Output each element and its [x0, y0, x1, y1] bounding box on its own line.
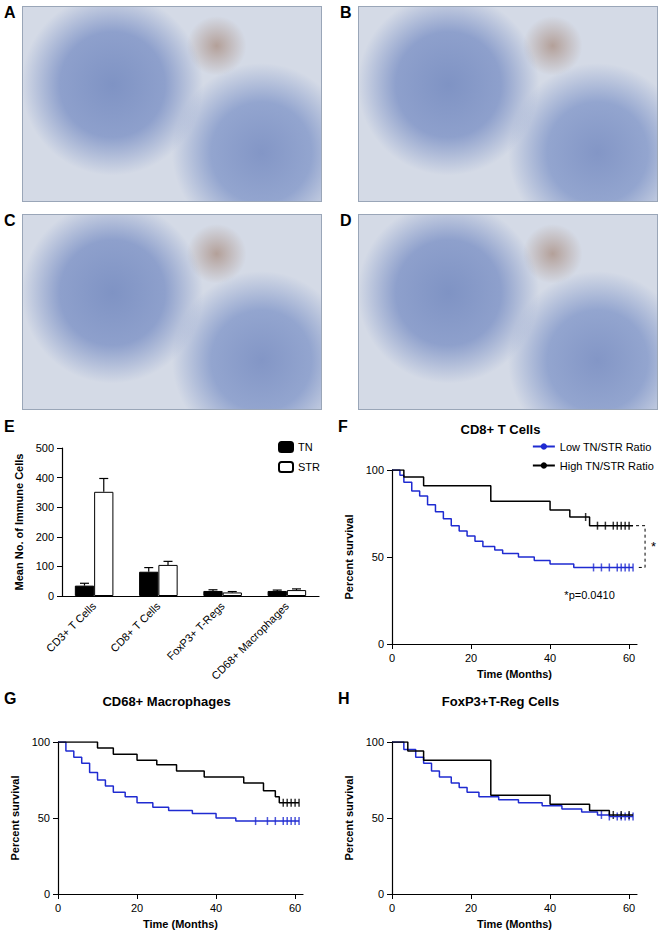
svg-text:*: *: [651, 539, 656, 554]
svg-text:0: 0: [48, 590, 54, 602]
svg-text:Percent survival: Percent survival: [9, 776, 21, 861]
html-text:E: E: [4, 418, 15, 435]
html-text:F: F: [338, 418, 348, 435]
svg-text:0: 0: [378, 638, 384, 650]
svg-text:500: 500: [36, 442, 54, 454]
html-text:H: H: [338, 690, 350, 707]
html-text:C: C: [4, 212, 16, 229]
svg-text:50: 50: [372, 551, 384, 563]
svg-text:TN: TN: [298, 441, 313, 453]
svg-text:CD3+ T Cells: CD3+ T Cells: [44, 599, 99, 654]
svg-text:0: 0: [378, 888, 384, 900]
svg-text:50: 50: [38, 812, 50, 824]
svg-text:CD68+ Macrophages: CD68+ Macrophages: [209, 599, 291, 681]
svg-text:40: 40: [544, 902, 556, 914]
svg-text:60: 60: [289, 902, 301, 914]
svg-text:300: 300: [36, 501, 54, 513]
svg-text:Time (Months): Time (Months): [477, 668, 552, 680]
svg-text:Mean No. of Immune Cells: Mean No. of Immune Cells: [13, 454, 25, 591]
svg-text:Low TN/STR Ratio: Low TN/STR Ratio: [560, 441, 652, 453]
svg-text:20: 20: [131, 902, 143, 914]
svg-text:High TN/STR Ratio: High TN/STR Ratio: [560, 460, 654, 472]
svg-text:CD8+ T Cells: CD8+ T Cells: [461, 422, 541, 437]
svg-text:STR: STR: [298, 461, 320, 473]
svg-text:50: 50: [372, 812, 384, 824]
svg-text:100: 100: [32, 736, 50, 748]
svg-text:20: 20: [465, 652, 477, 664]
svg-text:400: 400: [36, 472, 54, 484]
svg-text:0: 0: [55, 902, 61, 914]
svg-text:40: 40: [210, 902, 222, 914]
svg-text:60: 60: [623, 652, 635, 664]
svg-text:0: 0: [389, 902, 395, 914]
html-text:B: B: [340, 4, 352, 21]
svg-text:CD68+ Macrophages: CD68+ Macrophages: [102, 694, 230, 709]
svg-text:Percent survival: Percent survival: [343, 515, 355, 600]
svg-text:Percent survival: Percent survival: [343, 776, 355, 861]
html-text:D: D: [340, 212, 352, 229]
svg-text:200: 200: [36, 531, 54, 543]
svg-text:100: 100: [366, 736, 384, 748]
svg-text:*p=0.0410: *p=0.0410: [564, 589, 614, 601]
svg-text:0: 0: [44, 888, 50, 900]
svg-text:0: 0: [389, 652, 395, 664]
svg-text:Time (Months): Time (Months): [477, 918, 552, 930]
svg-text:FoxP3+ T-Regs: FoxP3+ T-Regs: [164, 599, 227, 662]
html-text:G: G: [4, 690, 17, 707]
svg-text:Time (Months): Time (Months): [143, 918, 218, 930]
svg-text:100: 100: [366, 464, 384, 476]
svg-text:60: 60: [623, 902, 635, 914]
html-text:A: A: [4, 4, 16, 21]
svg-text:100: 100: [36, 560, 54, 572]
svg-text:FoxP3+T-Reg Cells: FoxP3+T-Reg Cells: [442, 694, 559, 709]
svg-text:40: 40: [544, 652, 556, 664]
svg-text:CD8+ T Cells: CD8+ T Cells: [108, 599, 163, 654]
svg-text:20: 20: [465, 902, 477, 914]
